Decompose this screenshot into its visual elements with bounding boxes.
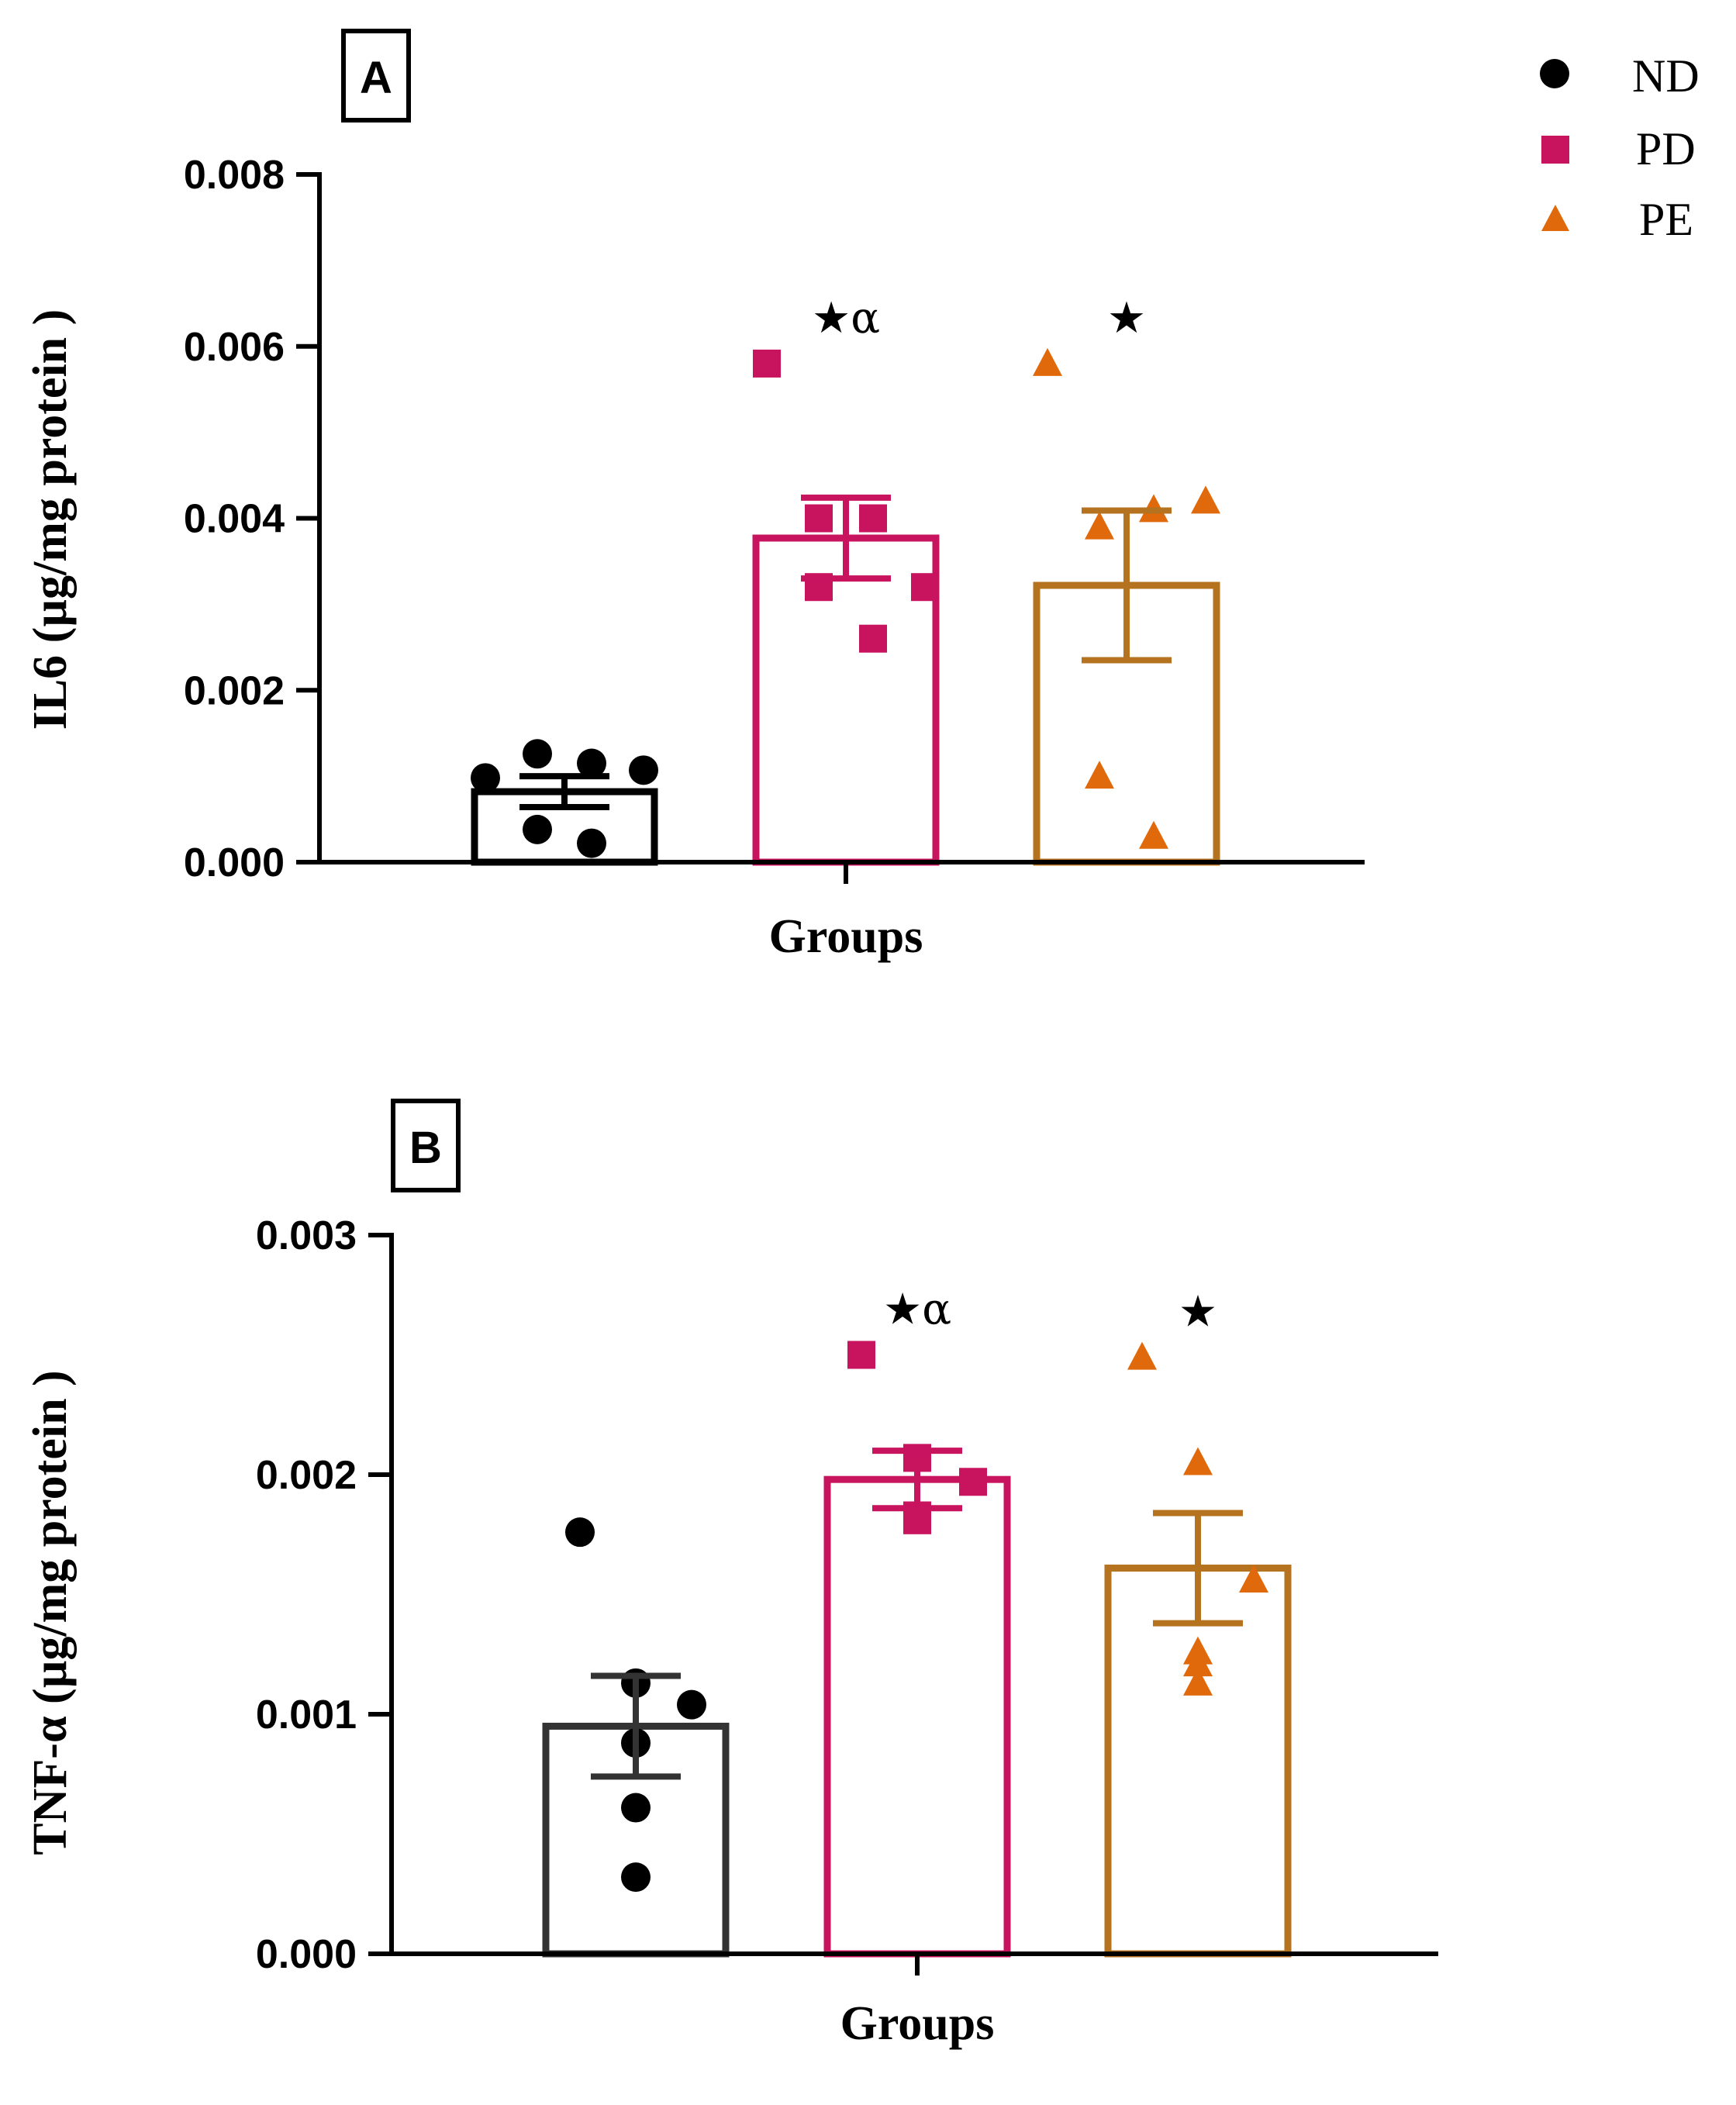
b-y-tick-label: 0.001 [256,1693,357,1737]
a-point-nd [629,755,658,785]
legend-pd-label: PD [1636,123,1696,174]
a-y-tick-label: 0.006 [184,325,285,370]
b-y-tick-label: 0.000 [256,1932,357,1977]
panel-a-points [471,347,1220,858]
a-point-pd [859,504,887,533]
b-point-nd [621,1862,651,1893]
panel-b: B TNF-α (µg/mg protein ) Groups 0.0000.0… [24,1099,1438,2050]
b-bar-pd [823,1475,1011,1958]
a-point-pe [1033,347,1062,376]
b-point-pd [959,1468,987,1496]
legend: ND PD PE [1540,50,1700,245]
panel-a-axes [317,172,1365,884]
a-y-tick-label: 0.004 [184,497,285,542]
a-point-pd [859,624,887,653]
panel-b-points [565,1341,1268,1893]
legend-pe-label: PE [1639,194,1693,245]
b-point-pe [1183,1447,1213,1475]
b-point-pe [1127,1341,1157,1370]
panel-b-label-box [391,1099,461,1192]
panel-a-y-axis-title: IL6 (µg/mg protein ) [24,309,77,730]
a-point-nd [471,763,500,793]
panel-a-x-axis-title: Groups [769,910,923,963]
panel-b-bars [542,1475,1292,1958]
b-point-nd [565,1517,595,1548]
b-point-pe [1183,1648,1213,1677]
b-y-tick-label: 0.002 [256,1453,357,1498]
legend-nd-label: ND [1632,50,1700,102]
a-point-pe [1191,485,1220,514]
legend-pd-marker [1541,136,1569,164]
panel-a: A IL6 (µg/mg protein ) Groups 0.000 0.002… [24,29,1365,963]
a-point-nd [523,814,552,844]
a-point-pe [1139,820,1168,849]
legend-pe-marker [1541,205,1569,231]
panel-b-y-ticks: 0.000 0.001 0.002 0.003 [256,1213,392,1977]
b-point-pe [1239,1564,1268,1593]
a-significance-pd: ★α [812,293,880,343]
a-bar-pd [752,534,940,866]
a-y-tick-label: 0.008 [184,153,285,198]
a-point-nd [577,828,606,858]
panel-b-y-axis-title: TNF-α (µg/mg protein ) [24,1370,77,1855]
panel-a-annotations: ★α ★ [812,293,1146,343]
panel-b-label: B [409,1123,442,1173]
a-point-nd [523,739,552,769]
panel-b-axes [389,1233,1438,1976]
b-point-nd [677,1689,706,1720]
a-point-pd [911,573,939,602]
a-y-tick-label: 0.002 [184,668,285,713]
a-y-tick-label: 0.000 [184,840,285,885]
a-significance-pe: ★ [1107,293,1146,343]
panel-b-x-axis-title: Groups [840,1997,995,2050]
panel-a-label-box [341,29,411,123]
panel-b-error-bars [591,1448,1243,1780]
b-significance-pd: ★α [883,1285,951,1335]
b-point-pd [847,1341,875,1369]
a-point-pd [753,349,781,378]
a-point-pe [1085,761,1114,789]
legend-nd-marker [1540,59,1569,88]
a-point-pe [1085,511,1114,540]
panel-b-annotations: ★α ★ [883,1285,1217,1337]
b-significance-pe: ★ [1179,1287,1217,1337]
panel-a-y-ticks: 0.000 0.002 0.004 0.006 0.008 [184,153,319,885]
a-point-pd [805,504,833,533]
b-point-nd [621,1793,651,1823]
panel-a-error-bars [519,494,1172,811]
b-point-pe [1183,1667,1213,1696]
panel-a-bars [471,534,1220,866]
panel-a-label: A [360,53,392,103]
a-point-nd [577,748,606,778]
b-y-tick-label: 0.003 [256,1213,357,1258]
